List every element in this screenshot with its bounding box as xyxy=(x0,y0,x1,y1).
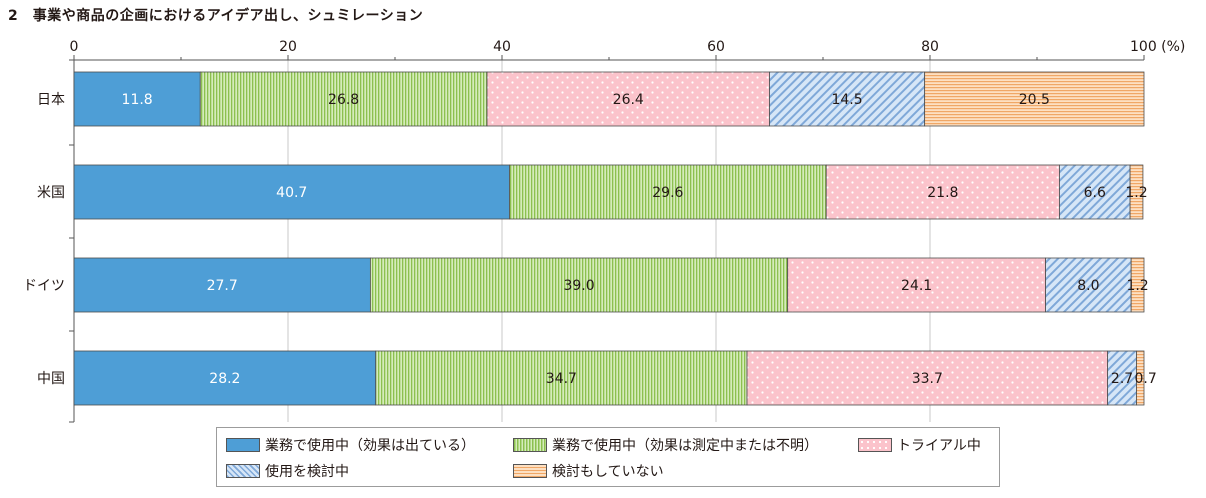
bar-segment xyxy=(1045,257,1132,313)
data-label: 26.4 xyxy=(613,92,644,108)
chart-title: 2 事業や商品の企画におけるアイデア出し、シュミレーション xyxy=(8,8,424,24)
data-label: 29.6 xyxy=(652,185,683,201)
legend-swatch xyxy=(226,438,260,452)
legend-swatch xyxy=(858,438,892,452)
legend-item: 業務で使用中（効果は測定中または不明） xyxy=(513,435,818,455)
data-label: 28.2 xyxy=(209,371,240,387)
legend-label: 業務で使用中（効果は測定中または不明） xyxy=(552,438,818,454)
legend-label: 使用を検討中 xyxy=(265,464,349,480)
legend-label: 業務で使用中（効果は出ている） xyxy=(265,438,475,454)
legend-item: 業務で使用中（効果は出ている） xyxy=(226,435,475,455)
data-label: 1.2 xyxy=(1125,185,1147,201)
bar-segment xyxy=(1129,164,1144,220)
x-tick-label: 60 xyxy=(707,39,725,55)
category-label: 日本 xyxy=(37,92,65,108)
legend-swatch xyxy=(226,464,260,478)
legend-label: トライアル中 xyxy=(897,438,981,454)
legend-label: 検討もしていない xyxy=(552,464,664,480)
bar-segment xyxy=(825,164,1060,220)
bar-segment xyxy=(1130,257,1145,313)
x-tick-label: 100 (%) xyxy=(1130,39,1185,55)
legend-item: 検討もしていない xyxy=(513,461,664,481)
bar-segment xyxy=(375,350,748,406)
legend: 業務で使用中（効果は出ている） 業務で使用中（効果は測定中または不明） トライアル中… xyxy=(216,427,1000,487)
bar-segment xyxy=(199,71,488,127)
legend-swatch xyxy=(513,438,547,452)
data-label: 1.2 xyxy=(1126,278,1148,294)
x-tick-labels: 0 20 40 60 80 100 (%) xyxy=(70,39,1186,55)
data-label: 0.7 xyxy=(1135,371,1157,387)
data-label: 14.5 xyxy=(831,92,862,108)
legend-item: トライアル中 xyxy=(858,435,981,455)
data-label: 21.8 xyxy=(927,185,958,201)
data-label: 11.8 xyxy=(122,92,153,108)
data-label: 39.0 xyxy=(563,278,594,294)
data-label: 20.5 xyxy=(1019,92,1050,108)
bars: 11.8 26.8 26.4 14.5 20.5 40.7 29.6 21.8 6.6 1.2 27… xyxy=(73,71,1157,406)
x-tick-label: 20 xyxy=(279,39,297,55)
data-label: 34.7 xyxy=(546,371,577,387)
bar-segment xyxy=(1107,350,1137,406)
data-label: 27.7 xyxy=(207,278,238,294)
data-label: 2.7 xyxy=(1111,371,1133,387)
legend-item: 使用を検討中 xyxy=(226,461,349,481)
legend-swatch xyxy=(513,464,547,478)
stacked-bar-chart: 11.8 26.8 26.4 14.5 20.5 40.7 29.6 21.8 6.6 1.2 27… xyxy=(23,39,1186,423)
data-label: 26.8 xyxy=(328,92,359,108)
category-label: 米国 xyxy=(37,185,65,201)
bar-segment xyxy=(924,71,1145,127)
x-tick-label: 40 xyxy=(493,39,511,55)
bar-segment xyxy=(369,257,789,313)
bar-segment xyxy=(746,350,1109,406)
data-label: 24.1 xyxy=(901,278,932,294)
bar-segment xyxy=(1136,350,1145,406)
bar-segment xyxy=(73,164,510,220)
bar-segment xyxy=(787,257,1046,313)
data-label: 8.0 xyxy=(1077,278,1099,294)
category-label: ドイツ xyxy=(23,278,65,294)
bar-segment xyxy=(73,350,377,406)
data-label: 6.6 xyxy=(1084,185,1106,201)
bar-segment xyxy=(509,164,827,220)
bar-segment xyxy=(73,71,201,127)
data-label: 33.7 xyxy=(912,371,943,387)
bar-segment xyxy=(1059,164,1131,220)
bar-segment xyxy=(486,71,770,127)
bar-segment xyxy=(769,71,926,127)
x-tick-label: 80 xyxy=(921,39,939,55)
category-label: 中国 xyxy=(37,371,65,387)
data-label: 40.7 xyxy=(276,185,307,201)
x-tick-label: 0 xyxy=(70,39,79,55)
bar-segment xyxy=(73,257,371,313)
